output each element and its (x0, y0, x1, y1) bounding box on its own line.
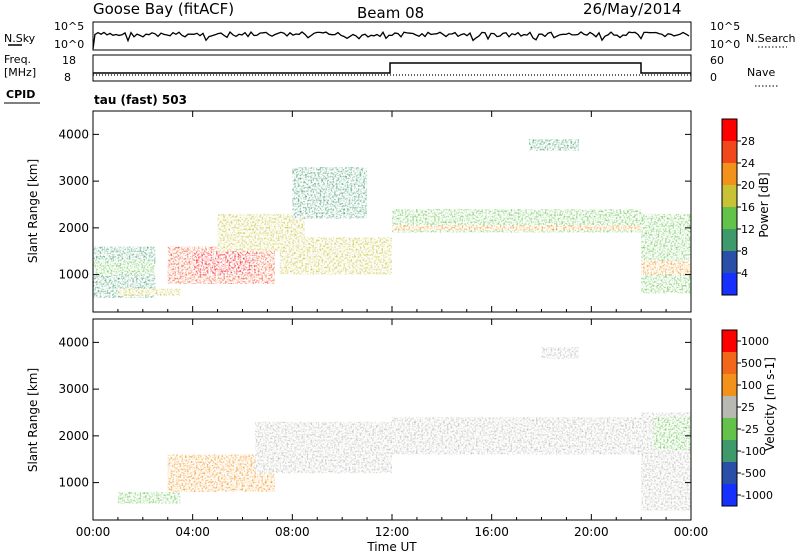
freq-unit: [MHz] (4, 66, 36, 79)
cpid-label: CPID (6, 88, 35, 101)
velocity-colorbar-segment-1 (722, 462, 737, 484)
power-colorbar-tick-label-1: 8 (741, 245, 748, 258)
velocity-ytick-label-1: 2000 (58, 429, 89, 443)
velocity-colorbar-tick-label-7: -1000 (741, 489, 773, 502)
velocity-colorbar-tick-label-6: -500 (741, 467, 766, 480)
power-echo-region-12 (641, 260, 691, 275)
power-colorbar-segment-4 (722, 185, 737, 207)
power-heatmap (93, 139, 691, 298)
power-colorbar-tick-label-2: 12 (741, 223, 755, 236)
freq-label: Freq. (4, 53, 31, 66)
velocity-colorbar-frame (721, 329, 738, 507)
velocity-colorbar-tick-label-3: 25 (741, 401, 755, 414)
nsky-label: N.Sky (4, 32, 36, 45)
power-colorbar-segment-7 (722, 119, 737, 141)
power-colorbar-segment-2 (722, 229, 737, 251)
velocity-colorbar-segment-6 (722, 352, 737, 374)
power-echo-region-11 (641, 213, 691, 294)
nsearch-label: N.Search (746, 32, 796, 45)
velocity-colorbar-segment-5 (722, 374, 737, 396)
nave-tick-top: 60 (710, 54, 724, 67)
velocity-colorbar-segment-3 (722, 418, 737, 440)
time-axis-labels: 00:00 04:00 08:00 12:00 16:00 20:00 00:00 (76, 525, 709, 539)
velocity-colorbar-tick-label-1: 500 (741, 357, 762, 370)
power-ytick-label-1: 2000 (58, 221, 89, 235)
power-colorbar-tick-label-5: 24 (741, 157, 755, 170)
velocity-colorbar-label: Velocity [m s-1] (763, 357, 777, 451)
power-colorbar-tick-label-3: 16 (741, 201, 755, 214)
power-echo-region-7 (292, 167, 368, 219)
velocity-colorbar-tick-label-5: -100 (741, 445, 766, 458)
power-colorbar: 4 8 12 16 20 24 28 (721, 118, 755, 296)
velocity-heatmap (117, 347, 691, 511)
power-colorbar-segment-5 (722, 163, 737, 185)
time-axis-title: Time UT (366, 540, 417, 554)
power-echo-region-2 (117, 288, 181, 296)
time-tick-label-2: 08:00 (275, 525, 310, 539)
nsearch-tick-bottom: 10^0 (710, 38, 740, 51)
nsky-trace (92, 30, 690, 50)
power-echo-region-4 (192, 251, 255, 275)
velocity-ytick-label-2: 3000 (58, 382, 89, 396)
time-tick-label-4: 16:00 (474, 525, 509, 539)
power-echo-region-10 (529, 139, 579, 151)
velocity-echo-region-0 (117, 491, 181, 504)
velocity-ylabel: Slant Range [km] (26, 368, 40, 472)
time-tick-label-0: 00:00 (76, 525, 111, 539)
velocity-echo-region-4 (541, 347, 579, 359)
power-colorbar-label: Power [dB] (757, 172, 771, 237)
power-ytick-label-2: 3000 (58, 174, 89, 188)
power-colorbar-segment-0 (722, 273, 737, 295)
velocity-colorbar: 1000 500 100 25 -25 -100 -500 -1000 (721, 329, 773, 507)
power-ytick-label-3: 4000 (58, 127, 89, 141)
nsky-tick-top: 10^5 (54, 20, 84, 33)
nsearch-tick-top: 10^5 (710, 20, 740, 33)
power-colorbar-tick-label-0: 4 (741, 267, 748, 280)
velocity-echo-region-2 (254, 421, 392, 474)
velocity-colorbar-segment-2 (722, 440, 737, 462)
velocity-ytick-label-0: 1000 (58, 476, 89, 490)
velocity-colorbar-tick-label-4: -25 (741, 423, 759, 436)
velocity-colorbar-segment-7 (722, 330, 737, 352)
nave-label: Nave (747, 66, 775, 79)
freq-tick-bottom: 8 (64, 71, 71, 84)
time-tick-label-1: 04:00 (175, 525, 210, 539)
freq-trace (93, 62, 691, 74)
time-tick-label-5: 20:00 (574, 525, 609, 539)
velocity-colorbar-tick-label-2: 100 (741, 379, 762, 392)
power-colorbar-tick-label-6: 28 (741, 135, 755, 148)
power-ytick-label-0: 1000 (58, 268, 89, 282)
freq-panel-frame (92, 54, 692, 82)
velocity-echo-region-6 (653, 417, 691, 450)
velocity-echo-region-3 (392, 417, 642, 455)
power-colorbar-segment-3 (722, 207, 737, 229)
freq-tick-top: 18 (62, 54, 76, 67)
nave-tick-bottom: 0 (710, 71, 717, 84)
date-title: 26/May/2014 (583, 0, 681, 18)
velocity-ytick-label-3: 4000 (58, 335, 89, 349)
power-colorbar-segment-6 (722, 141, 737, 163)
power-colorbar-segment-1 (722, 251, 737, 273)
velocity-axes: 1000 2000 3000 4000 (58, 319, 692, 520)
noise-panel-frame (92, 21, 692, 51)
power-ylabel: Slant Range [km] (26, 159, 40, 263)
nsky-tick-bottom: 10^0 (54, 38, 84, 51)
cpid-value: tau (fast) 503 (94, 93, 187, 107)
power-echo-region-6 (279, 237, 392, 275)
power-echo-region-1 (93, 260, 156, 275)
velocity-colorbar-tick-label-0: 1000 (741, 335, 769, 348)
velocity-colorbar-segment-4 (722, 396, 737, 418)
power-echo-region-9 (392, 225, 642, 231)
time-tick-label-6: 00:00 (674, 525, 709, 539)
velocity-colorbar-segment-0 (722, 484, 737, 506)
power-colorbar-tick-label-4: 20 (741, 179, 755, 192)
power-axes: 1000 2000 3000 4000 (58, 111, 692, 312)
time-tick-label-3: 12:00 (375, 525, 410, 539)
station-title: Goose Bay (fitACF) (93, 0, 234, 18)
beam-title: Beam 08 (357, 4, 424, 22)
